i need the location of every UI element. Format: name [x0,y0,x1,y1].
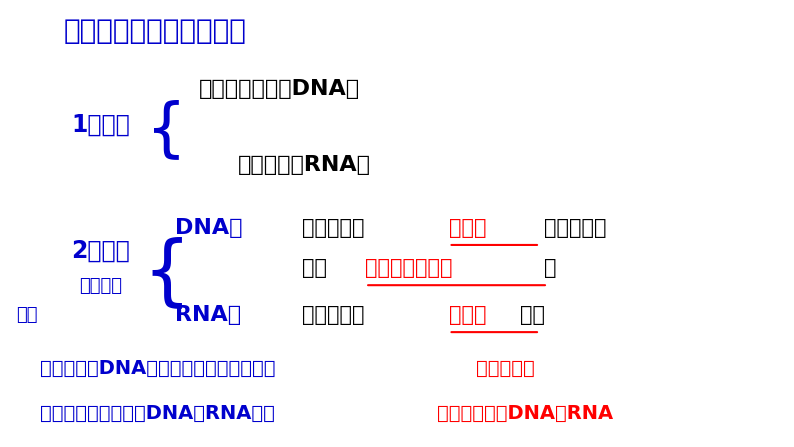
Text: {: { [146,99,187,160]
Text: 原核细胞的DNA位于细胞内的什么部位？: 原核细胞的DNA位于细胞内的什么部位？ [40,359,276,378]
Text: 1、核酸: 1、核酸 [71,113,130,137]
Text: 核糖核酸（RNA）: 核糖核酸（RNA） [238,156,372,175]
Text: 内: 内 [544,258,557,278]
Text: 线粒体、叶绿体: 线粒体、叶绿体 [365,258,453,278]
Text: 在于: 在于 [302,258,326,278]
Text: DNA：: DNA： [175,218,242,238]
Text: 细胞核: 细胞核 [449,218,486,238]
Text: 脱氧核糖核酸（DNA）: 脱氧核糖核酸（DNA） [198,80,360,99]
Text: 主要分布在: 主要分布在 [302,218,364,238]
Text: 中，少量存: 中，少量存 [544,218,607,238]
Text: 所有生物体内都含有DNA和RNA吗？: 所有生物体内都含有DNA和RNA吗？ [40,404,275,423]
Text: 一、核酸的种类及其分布: 一、核酸的种类及其分布 [64,17,246,45]
Text: 胞）: 胞） [16,306,37,324]
Text: 细胞质: 细胞质 [449,305,486,325]
Text: RNA：: RNA： [175,305,241,325]
Text: （真核细: （真核细 [79,277,122,295]
Text: 中。: 中。 [520,305,545,325]
Text: {: { [142,236,191,310]
Text: 2、分布: 2、分布 [71,238,130,262]
Text: 病毒体内只有DNA或RNA: 病毒体内只有DNA或RNA [437,404,613,423]
Text: 主要分布在: 主要分布在 [302,305,364,325]
Text: 拟核、质粒: 拟核、质粒 [476,359,535,378]
